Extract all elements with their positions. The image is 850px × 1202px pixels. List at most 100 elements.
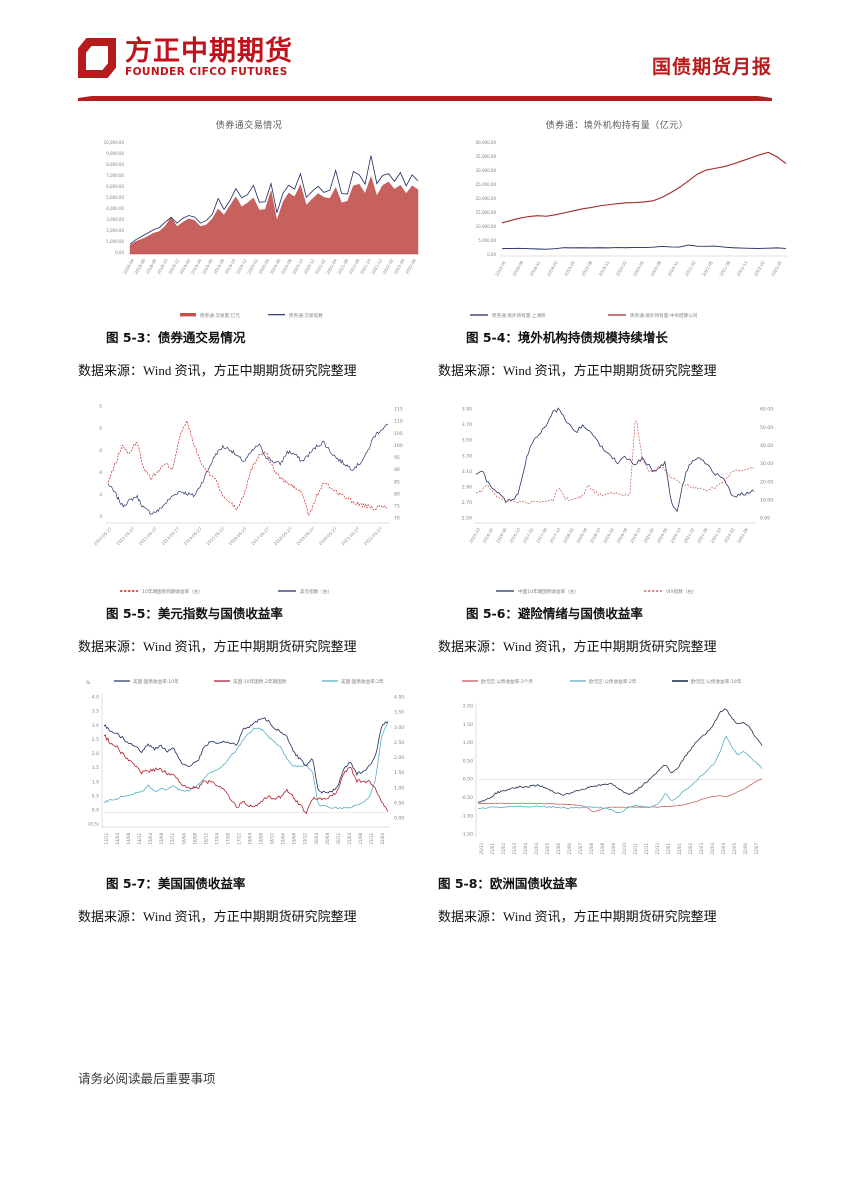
- xtick: 22/04: [710, 843, 715, 855]
- ytick-left: 5: [99, 426, 102, 432]
- xtick: 20/04: [314, 833, 319, 845]
- ytick: 0.00: [115, 250, 124, 255]
- us-10y-line: [103, 717, 389, 794]
- ytick: 70: [394, 516, 400, 522]
- ytick: 30,000.00: [476, 168, 497, 173]
- xtick: 2021-10: [709, 527, 722, 544]
- xtick: 2015-10: [468, 527, 481, 544]
- ytick: 0.0: [92, 807, 99, 813]
- xtick: 2020-11: [667, 260, 680, 277]
- us-2y-line: [103, 722, 389, 809]
- figure-5-3-caption: 图 5-3：债券通交易情况: [106, 330, 246, 345]
- ytick: 1.50: [394, 770, 404, 776]
- figure-5-7-source: 数据来源：Wind 资讯，方正中期期货研究院整理: [78, 909, 357, 924]
- ytick: 50.00: [760, 425, 773, 431]
- legend-label: 债券通:境外持有量:中央结算公司: [630, 312, 698, 319]
- xtick: 2020-05: [632, 260, 645, 277]
- chart-5-7-x-axis: 13/12 14/04 14/08 14/12 15/04 15/08 15/12 16/04…: [104, 833, 385, 845]
- ytick: 2.5: [92, 737, 99, 743]
- ytick: 1.00: [394, 785, 404, 791]
- chart-5-7-right-axis: 4.00 3.50 3.00 2.50 2.00 1.50 1.00 0.50 0.00: [394, 695, 404, 822]
- ytick: 3.30: [462, 453, 472, 459]
- ytick: -1.50: [461, 832, 473, 838]
- figure-5-8: 欧元区:公债收益率:3个月 欧元区:公债收益率:2年 欧元区:公债收益率:10年…: [440, 671, 794, 871]
- xtick: 2022-02: [753, 260, 766, 277]
- xtick: 2019-02: [602, 527, 615, 544]
- chart-5-3-x-axis: 2018-042018-062018-082018-102018-122019-…: [122, 258, 417, 275]
- xtick: 2018-05: [494, 260, 507, 277]
- xtick: 2020-08: [649, 260, 662, 277]
- legend-label: 美国:国债收益率:2年: [341, 678, 384, 685]
- xtick: 15/08: [159, 833, 164, 845]
- xtick: 22/04: [721, 843, 726, 855]
- ytick: 0.50: [394, 800, 404, 806]
- ytick: 3.10: [462, 469, 472, 475]
- eu-3m-line: [477, 778, 763, 813]
- chart-5-3-y-axis: 10,000.00 9,000.00 8,000.00 7,000.00 6,0…: [104, 140, 125, 255]
- ytick-left: 4: [99, 448, 102, 454]
- chart-5-4-plot: [501, 151, 787, 250]
- ytick: 9,000.00: [106, 151, 124, 156]
- chart-5-3-plot: [129, 155, 419, 255]
- xtick: 2017-10: [549, 527, 562, 544]
- ytick: 2.0: [92, 751, 99, 757]
- xtick: 2020-02: [615, 260, 628, 277]
- xtick: 21/08: [600, 843, 605, 855]
- xtick: 2021-05-27: [340, 526, 360, 546]
- caption-row-3: 图 5-7：美国国债收益率 图 5-8：欧洲国债收益率: [0, 873, 850, 892]
- legend-label: 10年期国债到期收益率（左）: [142, 588, 203, 595]
- line-series: [129, 155, 419, 245]
- xtick: 16/04: [181, 833, 186, 845]
- xtick: 2022-05: [770, 260, 783, 277]
- xtick: 17/04: [214, 833, 219, 845]
- xtick: 2018-08: [511, 260, 524, 277]
- eu-2y-line: [477, 735, 763, 814]
- xtick: 2019-02: [546, 260, 559, 277]
- legend-label: 美元指数（右）: [300, 588, 332, 595]
- ytick: 10,000.00: [476, 224, 497, 229]
- xtick: 2021-02: [684, 260, 697, 277]
- ytick: 115: [394, 407, 403, 413]
- ytick: 4,000.00: [106, 206, 124, 211]
- caption-row-2: 图 5-5：美元指数与国债收益率 图 5-6：避险情绪与国债收益率: [0, 603, 850, 622]
- chart-5-6-plot: [475, 407, 755, 513]
- ytick: 3.50: [462, 438, 472, 444]
- xtick: 21/08: [589, 843, 594, 855]
- ytick: 3.50: [394, 710, 404, 716]
- xtick: 20/12: [336, 833, 341, 845]
- ytick: 4.0: [92, 695, 99, 701]
- ytick: 1,000.00: [106, 239, 124, 244]
- xtick: 2020-02: [642, 527, 655, 544]
- ytick: 2.90: [462, 484, 472, 490]
- legend-label: VIX指数（右）: [666, 588, 697, 595]
- xtick: 2019-06: [616, 527, 629, 544]
- chart-5-7-legend: % 美国:国债收益率:10年 美国:10年国债-2年期国债 美国:国债收益率:2…: [86, 678, 384, 686]
- xtick: 21/10: [622, 843, 627, 855]
- ytick: 100: [394, 443, 403, 449]
- xtick: 17/12: [236, 833, 241, 845]
- legend-label: 美国:10年国债-2年期国债: [233, 678, 287, 685]
- ytick: 7,000.00: [106, 173, 124, 178]
- ytick: 3,000.00: [106, 217, 124, 222]
- footer-disclaimer: 请务必阅读最后重要事项: [78, 1072, 216, 1086]
- xtick: 18/04: [248, 833, 253, 845]
- xtick: 21/04: [523, 843, 528, 855]
- ytick: 15,000.00: [476, 210, 497, 215]
- xtick: 2010-05-27: [93, 526, 113, 546]
- xtick: 2016-06: [495, 527, 508, 544]
- xtick: 2018-06: [575, 527, 588, 544]
- ytick: 75: [394, 503, 400, 509]
- xtick: 2018-10: [589, 527, 602, 544]
- us-spread-line: [103, 734, 389, 815]
- xtick: 18/12: [270, 833, 275, 845]
- ytick: 0.50: [463, 758, 473, 764]
- chart-5-8-legend: 欧元区:公债收益率:3个月 欧元区:公债收益率:2年 欧元区:公债收益率:10年: [462, 678, 742, 685]
- company-logo: 方正中期期货 FOUNDER CIFCO FUTURES: [78, 38, 293, 78]
- xtick: 21/06: [556, 843, 561, 855]
- chart-5-5-x-axis: 2010-05-27 2011-05-27 2012-05-27 2013-05-27…: [93, 526, 383, 546]
- ytick: 0.00: [487, 252, 496, 257]
- ytick-left: 3: [99, 514, 102, 520]
- area-series: [129, 175, 419, 255]
- figure-5-4: 债券通：境外机构持有量（亿元） 40,000.00 35,000.00 30,0…: [440, 118, 794, 321]
- xtick: 2022-06: [736, 527, 749, 544]
